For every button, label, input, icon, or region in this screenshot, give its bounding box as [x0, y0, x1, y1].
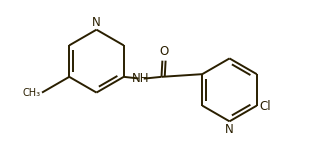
- Text: CH₃: CH₃: [22, 88, 40, 98]
- Text: O: O: [159, 45, 169, 58]
- Text: N: N: [225, 123, 234, 136]
- Text: NH: NH: [132, 72, 150, 85]
- Text: N: N: [92, 16, 101, 29]
- Text: Cl: Cl: [259, 100, 271, 113]
